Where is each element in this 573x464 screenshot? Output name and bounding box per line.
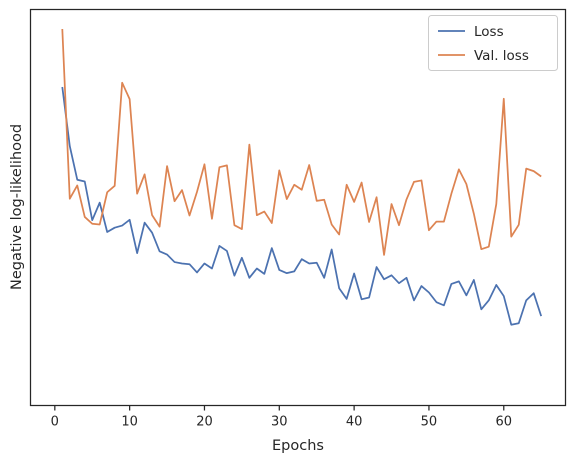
legend-label-val-loss: Val. loss bbox=[474, 48, 529, 64]
x-tick-label: 40 bbox=[346, 415, 363, 430]
legend-label-loss: Loss bbox=[474, 24, 504, 40]
x-tick-label: 0 bbox=[51, 415, 59, 430]
x-tick-label: 10 bbox=[121, 415, 138, 430]
x-tick-label: 30 bbox=[271, 415, 288, 430]
plot-frame bbox=[29, 8, 567, 407]
y-axis-label: Negative log-likelihood bbox=[9, 124, 25, 290]
x-tick-label: 60 bbox=[495, 415, 512, 430]
plot-lines bbox=[61, 28, 543, 326]
x-tick-label: 50 bbox=[421, 415, 438, 430]
series-line-val-loss bbox=[61, 28, 542, 256]
legend: Loss Val. loss bbox=[428, 15, 558, 71]
x-axis-ticks: 0 10 20 30 40 50 60 bbox=[51, 405, 512, 430]
legend-box bbox=[428, 15, 558, 71]
series-line-loss bbox=[61, 86, 543, 326]
x-tick-label: 20 bbox=[196, 415, 213, 430]
x-axis-label: Epochs bbox=[272, 438, 324, 454]
